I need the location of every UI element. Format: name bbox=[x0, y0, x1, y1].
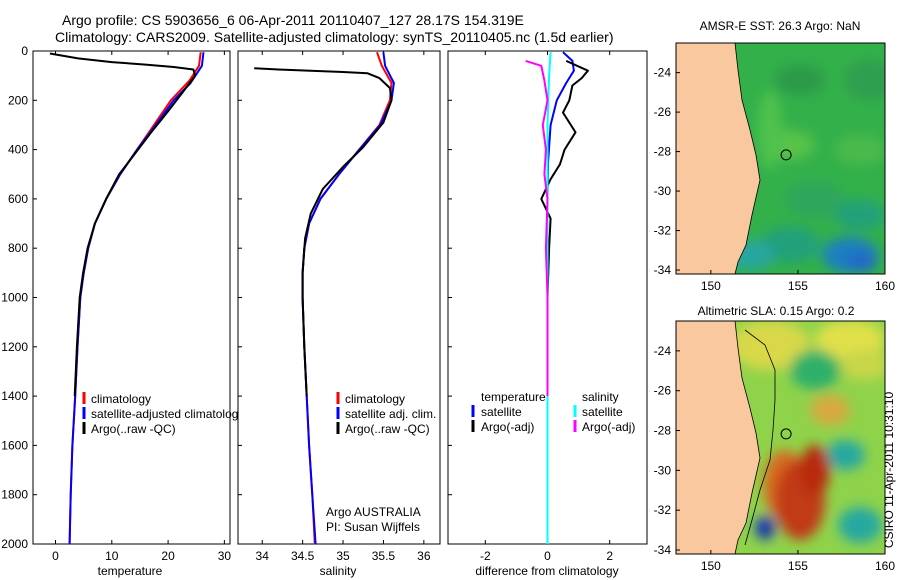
sst-land bbox=[676, 43, 760, 274]
sla-float-marker bbox=[780, 428, 792, 440]
y-tick-label: 1800 bbox=[1, 488, 28, 502]
map-y-tick-label: -26 bbox=[654, 384, 672, 398]
temperature-series bbox=[49, 52, 205, 545]
x-tick-label: 35.5 bbox=[372, 549, 396, 563]
y-tick-label: 1000 bbox=[1, 291, 28, 305]
map-x-tick-label: 155 bbox=[788, 279, 808, 293]
series-line-temperature-argo-adj- bbox=[540, 59, 589, 397]
legend-label-temp-satellite: satellite bbox=[481, 405, 522, 419]
map-x-tick-label: 155 bbox=[788, 559, 808, 573]
series-line-argo-raw-qc- bbox=[49, 52, 197, 397]
series-line-argo-raw-qc- bbox=[254, 67, 393, 397]
x-tick-label: 10 bbox=[105, 549, 119, 563]
x-tick-label: 2 bbox=[606, 549, 613, 563]
map-y-tick-label: -28 bbox=[654, 424, 672, 438]
series-line-salinity-argo-adj- bbox=[525, 59, 549, 397]
sla-map-frame bbox=[675, 320, 886, 555]
map-y-tick-label: -30 bbox=[654, 463, 672, 477]
legend-label-sal-satellite: satellite bbox=[582, 405, 623, 419]
sla-contour bbox=[744, 329, 776, 546]
legend-label-argo: Argo(..raw -QC) bbox=[91, 422, 176, 436]
salinity-series bbox=[254, 51, 395, 545]
temperature-legend: climatology satellite-adjusted climatolo… bbox=[82, 392, 244, 436]
sst-map-panel: AMSR-E SST: 26.3 Argo: NaN 150 155 160 -24 -… bbox=[654, 19, 896, 293]
legend-label-satellite-adj: satellite adj. clim. bbox=[345, 407, 436, 421]
sst-float-marker bbox=[780, 149, 792, 161]
legend-label-argo: Argo(..raw -QC) bbox=[345, 422, 430, 436]
x-tick-label: 34.5 bbox=[291, 549, 315, 563]
difference-legend: temperature satellite Argo(-adj) salinit… bbox=[471, 390, 635, 434]
map-y-tick-label: -34 bbox=[654, 263, 672, 277]
sst-map-title: AMSR-E SST: 26.3 Argo: NaN bbox=[700, 19, 861, 33]
sst-map-image bbox=[676, 43, 885, 274]
sla-map-panel: Altimetric SLA: 0.15 Argo: 0.2 bbox=[654, 304, 896, 573]
x-tick-label: 34 bbox=[256, 549, 270, 563]
y-tick-label: 1400 bbox=[1, 389, 28, 403]
y-tick-label: 1200 bbox=[1, 340, 28, 354]
y-tick-label: 800 bbox=[8, 241, 28, 255]
difference-xlabel: difference from climatology bbox=[475, 564, 618, 578]
y-tick-label: 0 bbox=[21, 44, 28, 58]
y-tick-label: 2000 bbox=[1, 537, 28, 551]
difference-series bbox=[525, 51, 589, 544]
y-tick-label: 600 bbox=[8, 192, 28, 206]
legend-label-sal-argo: Argo(-adj) bbox=[582, 420, 635, 434]
legend-header-temperature: temperature bbox=[481, 390, 546, 404]
x-tick-label: 0 bbox=[52, 549, 59, 563]
sla-map-image bbox=[676, 321, 885, 554]
salinity-x-axis: 34 34.5 35 35.5 36 bbox=[256, 51, 431, 563]
salinity-xlabel: salinity bbox=[320, 564, 357, 578]
map-x-tick-label: 160 bbox=[875, 279, 895, 293]
sst-map-frame bbox=[675, 42, 886, 275]
map-y-tick-label: -32 bbox=[654, 224, 672, 238]
title-line-1: Argo profile: CS 5903656_6 06-Apr-2011 2… bbox=[62, 12, 524, 28]
map-y-tick-label: -34 bbox=[654, 543, 672, 557]
sst-map-axes: 150 155 160 -24 -26 -28 -30 -32 -34 bbox=[654, 66, 896, 293]
float-pi-label: PI: Susan Wijffels bbox=[326, 520, 420, 534]
temperature-xlabel: temperature bbox=[98, 564, 163, 578]
x-tick-label: 30 bbox=[218, 549, 232, 563]
temperature-axes-frame bbox=[32, 50, 231, 545]
x-tick-label: 36 bbox=[417, 549, 431, 563]
map-y-tick-label: -32 bbox=[654, 503, 672, 517]
map-y-tick-label: -28 bbox=[654, 145, 672, 159]
map-y-tick-label: -26 bbox=[654, 105, 672, 119]
x-tick-label: 20 bbox=[161, 549, 175, 563]
temperature-panel: 0 200 400 600 800 1000 1200 1400 1600 1800 2000 0 1… bbox=[1, 44, 244, 578]
map-x-tick-label: 150 bbox=[701, 279, 721, 293]
temperature-x-axis: 0 10 20 30 bbox=[52, 51, 231, 563]
salinity-legend: climatology satellite adj. clim. Argo(..… bbox=[336, 392, 436, 436]
side-timestamp-label: CSIRO 11-Apr-2011 10:31:10 bbox=[882, 392, 896, 549]
depth-axis: 0 200 400 600 800 1000 1200 1400 1600 1800 2000 bbox=[1, 44, 37, 551]
legend-label-satellite-adjusted: satellite-adjusted climatology bbox=[91, 407, 244, 421]
map-y-tick-label: -30 bbox=[654, 184, 672, 198]
y-tick-label: 1600 bbox=[1, 438, 28, 452]
x-tick-label: 0 bbox=[544, 549, 551, 563]
difference-panel: -2 0 2 difference from climatology tempera… bbox=[447, 50, 648, 578]
y-tick-label: 400 bbox=[8, 143, 28, 157]
legend-label-climatology: climatology bbox=[345, 392, 405, 406]
title-line-2: Climatology: CARS2009. Satellite-adjuste… bbox=[55, 29, 613, 45]
sla-land bbox=[676, 321, 760, 554]
y-tick-label: 200 bbox=[8, 93, 28, 107]
salinity-panel: 34 34.5 35 35.5 36 salinity climatology sate… bbox=[237, 50, 441, 578]
legend-label-temp-argo: Argo(-adj) bbox=[481, 420, 534, 434]
sla-map-axes: 150 155 160 -24 -26 -28 -30 -32 -34 bbox=[654, 344, 896, 573]
map-x-tick-label: 160 bbox=[875, 559, 895, 573]
map-y-tick-label: -24 bbox=[654, 66, 672, 80]
map-y-tick-label: -24 bbox=[654, 344, 672, 358]
legend-label-climatology: climatology bbox=[91, 392, 151, 406]
float-owner-label: Argo AUSTRALIA bbox=[326, 505, 421, 519]
sla-map-title: Altimetric SLA: 0.15 Argo: 0.2 bbox=[698, 304, 855, 318]
x-tick-label: -2 bbox=[480, 549, 491, 563]
x-tick-label: 35 bbox=[336, 549, 350, 563]
map-x-tick-label: 150 bbox=[701, 559, 721, 573]
legend-header-salinity: salinity bbox=[582, 390, 619, 404]
salinity-axes-frame bbox=[237, 50, 441, 545]
